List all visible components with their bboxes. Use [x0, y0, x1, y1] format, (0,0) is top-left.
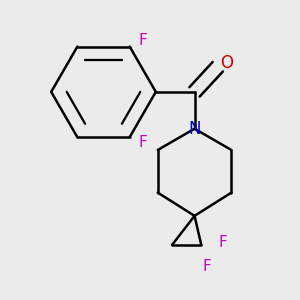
Text: N: N: [188, 120, 201, 138]
Text: O: O: [220, 54, 233, 72]
Text: F: F: [218, 236, 227, 250]
Text: F: F: [203, 259, 212, 274]
Text: F: F: [139, 136, 148, 151]
Text: F: F: [139, 33, 148, 48]
